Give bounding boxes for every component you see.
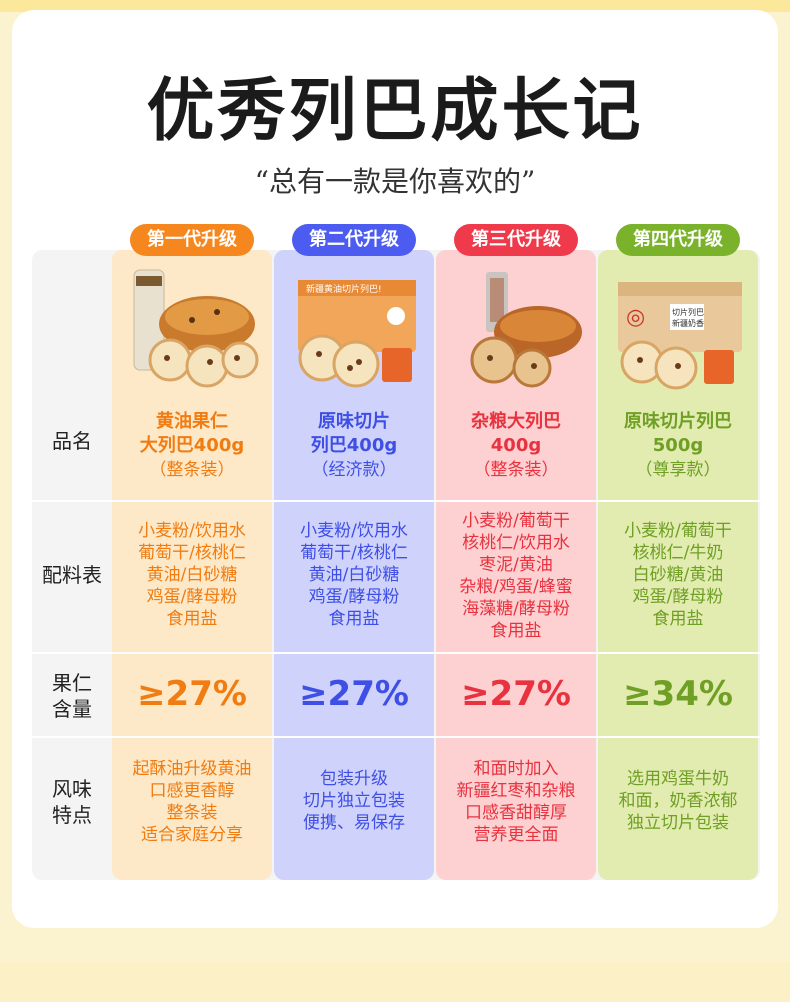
ingredients-gen3: 小麦粉/葡萄干 核桃仁/饮用水 枣泥/黄油 杂粮/鸡蛋/蜂蜜 海藻糖/酵母粉 食… bbox=[459, 511, 573, 641]
row-label-flavor: 风味 特点 bbox=[52, 777, 92, 827]
product-name-gen2: 原味切片 列巴400g （经济款） bbox=[310, 411, 398, 480]
nut-content-gen3: ≥27% bbox=[461, 674, 571, 714]
nut-content-gen1: ≥27% bbox=[137, 674, 247, 714]
ingredients-gen1: 小麦粉/饮用水 葡萄干/核桃仁 黄油/白砂糖 鸡蛋/酵母粉 食用盐 bbox=[138, 521, 246, 629]
box-wrapper-label-gen4: 切片列巴 bbox=[672, 307, 704, 317]
product-image-gen4: ◎ 切片列巴 新疆奶香 bbox=[618, 282, 742, 390]
badge-gen3: 第三代升级 bbox=[454, 224, 578, 256]
nut-content-gen2: ≥27% bbox=[299, 674, 409, 714]
page-title: 优秀列巴成长记 bbox=[146, 72, 644, 151]
product-image-gen1 bbox=[133, 269, 259, 388]
product-name-gen3: 杂粮大列巴 400g （整条装） bbox=[471, 411, 561, 480]
product-image-gen2: 新疆黄油切片列巴! bbox=[298, 280, 416, 388]
ingredients-gen4: 小麦粉/葡萄干 核桃仁/牛奶 白砂糖/黄油 鸡蛋/酵母粉 食用盐 bbox=[624, 521, 732, 629]
flavor-gen1: 起酥油升级黄油 口感更香醇 整条装 适合家庭分享 bbox=[132, 759, 252, 845]
row-divider bbox=[32, 736, 760, 738]
badge-gen2: 第二代升级 bbox=[292, 224, 416, 256]
svg-text:◎: ◎ bbox=[626, 305, 645, 330]
row-divider bbox=[32, 652, 760, 654]
bottom-band bbox=[0, 962, 790, 1002]
badge-gen1: 第一代升级 bbox=[130, 224, 254, 256]
ingredients-gen2: 小麦粉/饮用水 葡萄干/核桃仁 黄油/白砂糖 鸡蛋/酵母粉 食用盐 bbox=[300, 521, 408, 629]
flavor-gen3: 和面时加入 新疆红枣和杂粮 口感香甜醇厚 营养更全面 bbox=[456, 759, 576, 845]
flavor-gen4: 选用鸡蛋牛奶 和面，奶香浓郁 独立切片包装 bbox=[618, 769, 738, 833]
badge-gen4: 第四代升级 bbox=[616, 224, 740, 256]
row-label-name: 品名 bbox=[52, 429, 92, 453]
nut-content-gen4: ≥34% bbox=[623, 674, 733, 714]
row-divider bbox=[32, 500, 760, 502]
product-image-gen3 bbox=[470, 272, 582, 388]
row-label-ingredients: 配料表 bbox=[42, 563, 102, 587]
flavor-gen2: 包装升级 切片独立包装 便携、易保存 bbox=[303, 769, 405, 833]
product-name-gen4: 原味切片列巴 500g （尊享款） bbox=[624, 411, 732, 480]
top-band bbox=[0, 0, 790, 12]
box-wrapper-sublabel-gen4: 新疆奶香 bbox=[672, 318, 704, 328]
page-subtitle: “总有一款是你喜欢的” bbox=[254, 165, 536, 198]
product-name-gen1: 黄油果仁 大列巴400g （整条装） bbox=[139, 411, 245, 480]
box-label-gen2: 新疆黄油切片列巴! bbox=[306, 283, 382, 295]
row-label-nut: 果仁 含量 bbox=[52, 671, 92, 721]
